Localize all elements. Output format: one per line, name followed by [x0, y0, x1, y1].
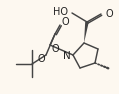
Text: HO: HO — [53, 7, 68, 17]
Text: O: O — [37, 54, 45, 64]
Text: O: O — [105, 9, 113, 19]
Polygon shape — [84, 22, 89, 43]
Text: N: N — [63, 51, 71, 61]
Text: O: O — [51, 44, 59, 54]
Text: O: O — [61, 17, 69, 27]
